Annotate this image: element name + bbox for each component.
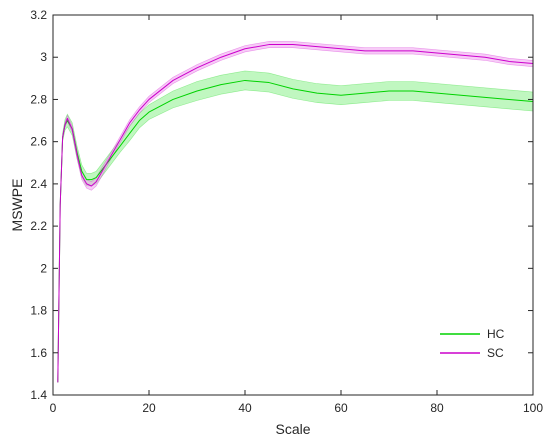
- x-tick-label: 0: [50, 401, 57, 415]
- band-hc: [57, 70, 534, 383]
- x-tick-label: 40: [238, 401, 252, 415]
- y-axis-ticks: 1.4 1.6 1.8 2 2.2 2.4 2.6 2.8 3 3.2: [30, 8, 533, 402]
- legend: HC SC: [440, 327, 505, 360]
- legend-label-hc: HC: [487, 327, 505, 341]
- y-axis-label: MSWPE: [9, 179, 25, 232]
- y-tick-label: 2.2: [30, 219, 47, 233]
- x-tick-label: 80: [430, 401, 444, 415]
- y-tick-label: 1.4: [30, 388, 47, 402]
- x-tick-label: 20: [142, 401, 156, 415]
- series-lines: [57, 44, 534, 383]
- y-tick-label: 2.8: [30, 92, 47, 106]
- y-tick-label: 3: [40, 50, 47, 64]
- plot-area-frame: [52, 14, 534, 396]
- x-tick-label: 100: [523, 401, 543, 415]
- confidence-bands: [57, 41, 534, 383]
- series-line-sc: [57, 44, 534, 383]
- y-tick-label: 2.6: [30, 135, 47, 149]
- x-tick-label: 60: [334, 401, 348, 415]
- y-tick-label: 2: [40, 261, 47, 275]
- x-axis-ticks: 0 20 40 60 80 100: [50, 15, 543, 415]
- y-tick-label: 3.2: [30, 8, 47, 22]
- y-tick-label: 2.4: [30, 177, 47, 191]
- x-axis-label: Scale: [275, 421, 310, 437]
- legend-label-sc: SC: [487, 346, 504, 360]
- y-tick-label: 1.8: [30, 304, 47, 318]
- y-tick-label: 1.6: [30, 346, 47, 360]
